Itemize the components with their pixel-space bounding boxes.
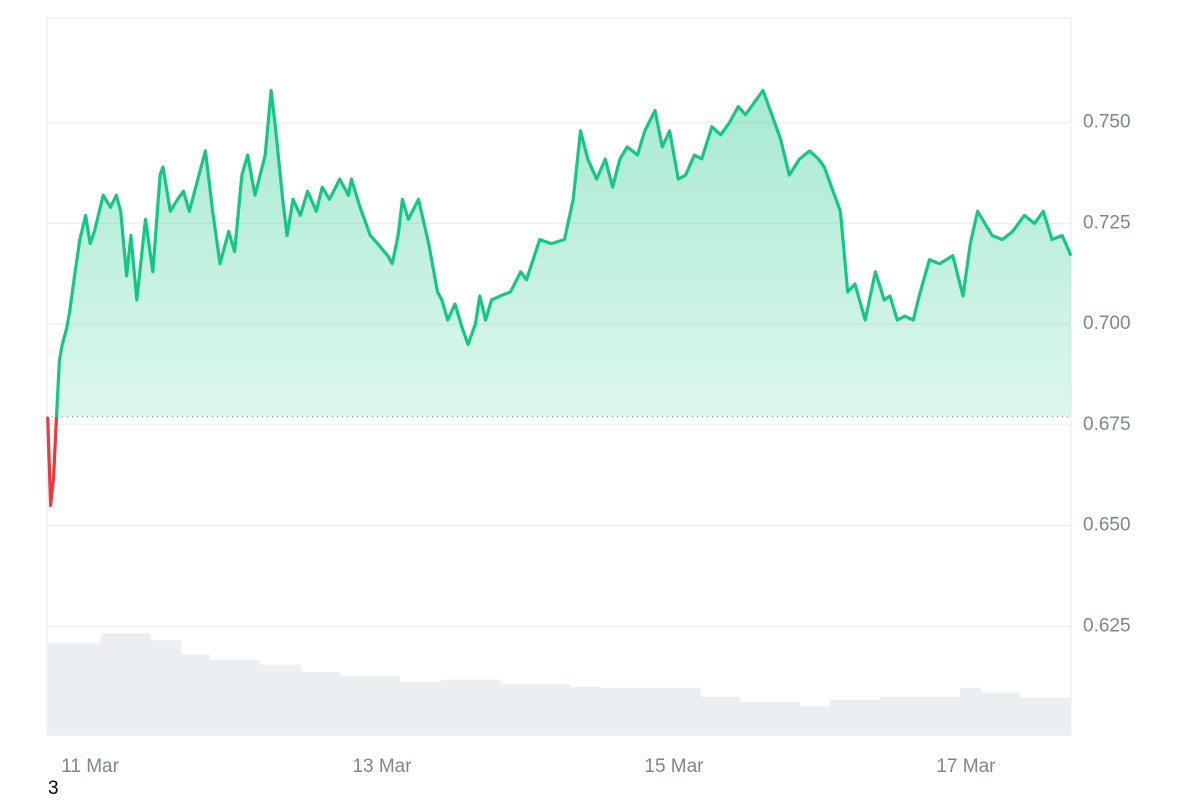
volume-bar: [980, 692, 1021, 735]
volume-bar: [259, 664, 301, 735]
price-line: [46, 88, 1073, 507]
volume-bar: [149, 640, 182, 735]
volume-bar: [599, 687, 701, 735]
volume-bar: [100, 633, 151, 735]
x-tick-label: 15 Mar: [644, 756, 704, 777]
y-tick-label: 0.700: [1083, 313, 1131, 334]
y-tick-label: 0.625: [1083, 615, 1131, 636]
footnote: 3: [48, 778, 59, 799]
price-area: [56, 90, 1071, 417]
y-tick-label: 0.675: [1083, 414, 1131, 435]
y-tick-label: 0.650: [1083, 515, 1131, 536]
x-tick-label: 17 Mar: [936, 756, 996, 777]
volume-bar: [879, 696, 961, 735]
x-tick-label: 11 Mar: [61, 756, 119, 777]
volume-bar: [799, 706, 831, 735]
volume-bar: [1059, 697, 1072, 735]
volume-bar: [47, 643, 101, 735]
volume-bar: [739, 702, 800, 735]
volume-bar: [180, 654, 211, 735]
volume-bar: [399, 681, 441, 735]
volume-bar: [700, 696, 741, 735]
volume-bar: [440, 679, 501, 735]
y-tick-label: 0.750: [1083, 112, 1131, 133]
volume-bar: [339, 676, 401, 735]
volume-bar: [570, 686, 601, 735]
volume-bar: [300, 671, 341, 735]
volume-bar: [830, 699, 881, 735]
volume-bar: [209, 659, 260, 735]
volume-bar: [960, 687, 981, 735]
volume-bar: [500, 684, 571, 735]
volume-bar: [1019, 697, 1060, 735]
y-tick-label: 0.725: [1083, 212, 1131, 233]
x-tick-label: 13 Mar: [352, 756, 412, 777]
